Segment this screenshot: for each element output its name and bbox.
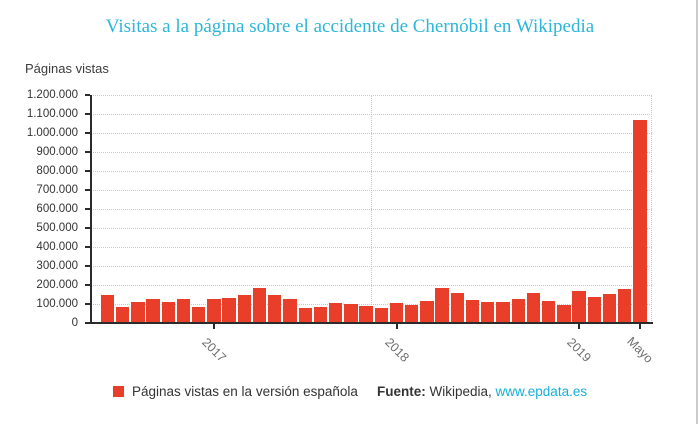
bar bbox=[450, 292, 465, 323]
bar bbox=[268, 294, 282, 323]
x-axis-tick-label: 2018 bbox=[381, 335, 412, 365]
x-axis-tick bbox=[638, 324, 641, 329]
source-prefix: Fuente: bbox=[377, 384, 426, 399]
bar bbox=[207, 299, 221, 323]
x-axis-tick-label: 2017 bbox=[199, 335, 229, 365]
bar bbox=[587, 297, 601, 323]
y-axis-tick-label: 700.000 bbox=[36, 184, 78, 196]
y-axis-tick bbox=[85, 189, 90, 191]
y-axis-tick bbox=[85, 132, 90, 134]
plot-area bbox=[90, 95, 652, 324]
bar bbox=[176, 298, 191, 323]
bar bbox=[420, 300, 434, 323]
bar bbox=[283, 299, 297, 323]
bar bbox=[161, 301, 175, 323]
bar bbox=[435, 288, 449, 323]
bar bbox=[222, 298, 236, 323]
bar bbox=[557, 304, 571, 323]
legend-label: Páginas vistas en la versión española bbox=[132, 384, 358, 399]
y-axis-tick bbox=[85, 170, 90, 172]
bar bbox=[237, 295, 252, 323]
x-axis-line bbox=[90, 322, 653, 324]
bar bbox=[389, 303, 404, 323]
bar bbox=[465, 300, 480, 323]
y-axis-tick-label: 400.000 bbox=[36, 241, 78, 253]
y-axis-tick bbox=[85, 284, 90, 286]
x-axis-tick-label: 2019 bbox=[564, 335, 594, 365]
source-text: Wikipedia, bbox=[425, 384, 496, 399]
right-edge-line bbox=[696, 0, 698, 424]
y-axis-tick bbox=[85, 265, 90, 267]
y-axis-tick bbox=[85, 208, 90, 210]
bar bbox=[298, 307, 312, 323]
legend-swatch bbox=[113, 386, 124, 397]
legend: Páginas vistas en la versión española bbox=[113, 384, 358, 399]
bar bbox=[602, 294, 617, 323]
bar bbox=[252, 287, 267, 323]
vertical-gridline bbox=[371, 95, 372, 323]
bar bbox=[359, 306, 373, 323]
y-axis-tick-label: 600.000 bbox=[36, 203, 78, 215]
source-line: Fuente: Wikipedia, www.epdata.es bbox=[377, 384, 587, 399]
y-axis-tick-label: 900.000 bbox=[36, 146, 78, 158]
y-axis-line bbox=[90, 95, 92, 324]
bar bbox=[374, 307, 388, 323]
bar bbox=[146, 299, 160, 323]
bar bbox=[618, 288, 632, 323]
y-axis-title: Páginas vistas bbox=[25, 61, 109, 76]
bar bbox=[481, 301, 495, 323]
bar bbox=[131, 302, 145, 323]
bar bbox=[328, 303, 343, 323]
x-axis-tick bbox=[578, 324, 581, 329]
y-axis-tick bbox=[85, 322, 90, 324]
bar bbox=[405, 304, 419, 323]
y-axis-tick-label: 100.000 bbox=[36, 298, 78, 310]
vertical-gridline bbox=[651, 95, 652, 323]
x-axis-tick bbox=[212, 324, 215, 329]
y-axis-tick bbox=[85, 227, 90, 229]
y-axis-tick-label: 1.100.000 bbox=[26, 108, 78, 120]
bar bbox=[192, 307, 206, 323]
y-axis-tick-label: 300.000 bbox=[36, 260, 78, 272]
y-axis-tick bbox=[85, 151, 90, 153]
x-axis-tick bbox=[395, 324, 398, 329]
source-link[interactable]: www.epdata.es bbox=[495, 384, 588, 399]
y-axis-tick-label: 500.000 bbox=[36, 222, 78, 234]
bar bbox=[541, 300, 556, 323]
y-axis-tick-label: 200.000 bbox=[36, 279, 78, 291]
bar bbox=[344, 304, 358, 323]
y-axis-tick bbox=[85, 246, 90, 248]
y-axis-tick-label: 800.000 bbox=[36, 165, 78, 177]
bar bbox=[313, 307, 328, 323]
y-axis-tick bbox=[85, 113, 90, 115]
bar bbox=[633, 119, 647, 323]
bar bbox=[115, 306, 130, 323]
bar bbox=[496, 302, 510, 323]
bar bbox=[100, 294, 115, 323]
y-axis-tick-label: 0 bbox=[71, 317, 78, 329]
bar bbox=[572, 291, 586, 323]
x-axis-tick-label: Mayo bbox=[624, 334, 656, 366]
y-axis-tick-label: 1.000.000 bbox=[26, 127, 78, 139]
bar bbox=[511, 299, 525, 323]
y-axis-tick bbox=[85, 303, 90, 305]
page-title: Visitas a la página sobre el accidente d… bbox=[105, 16, 595, 37]
bar bbox=[526, 293, 541, 323]
y-axis-tick-label: 1.200.000 bbox=[26, 89, 78, 101]
y-axis-tick bbox=[85, 94, 90, 96]
